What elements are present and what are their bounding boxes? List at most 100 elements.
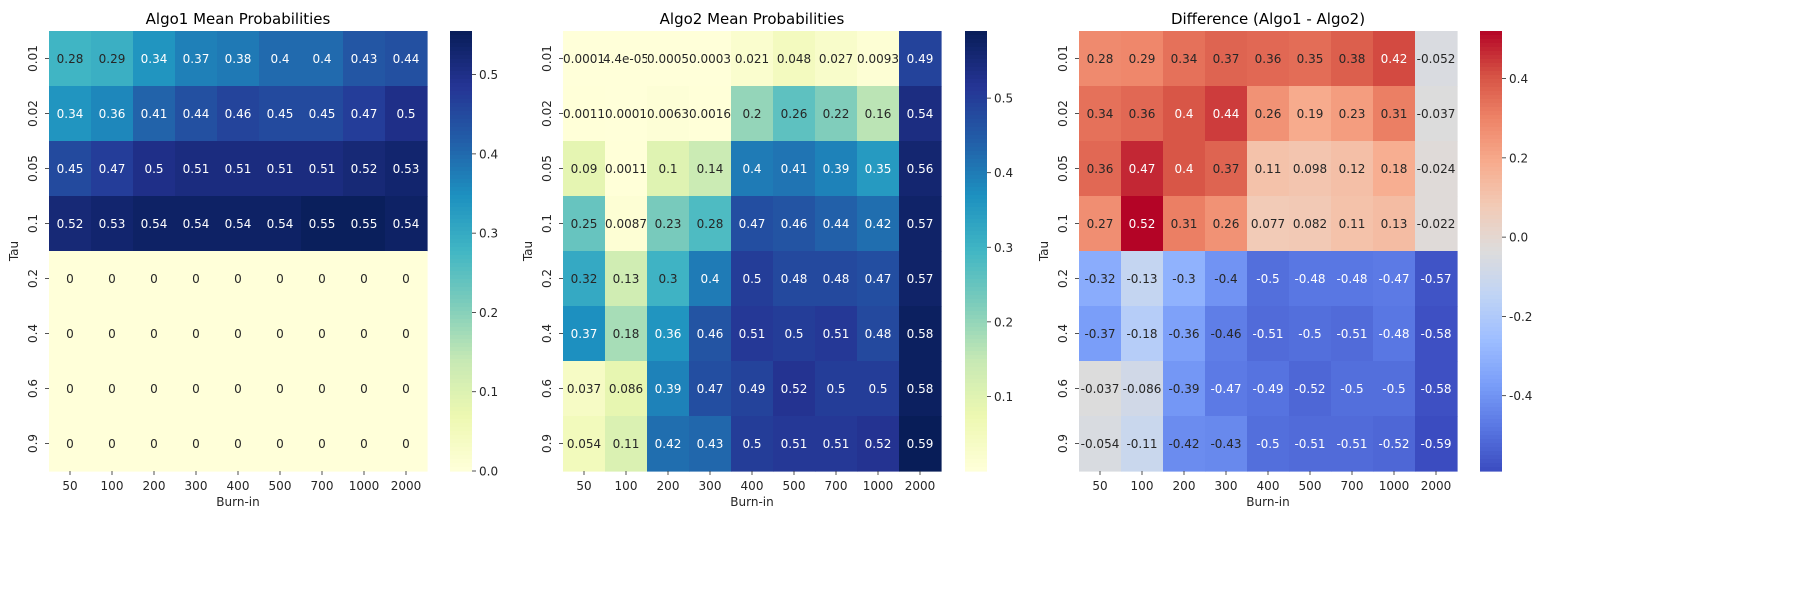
colorbar-segment <box>450 403 472 408</box>
heatmap-cell <box>301 251 344 307</box>
colorbar-segment <box>1480 227 1502 232</box>
cell-value-label: -0.42 <box>1168 437 1199 451</box>
colorbar-segment <box>450 231 472 236</box>
colorbar-segment <box>1480 379 1502 384</box>
colorbar-segment <box>450 291 472 296</box>
heatmap-cell <box>1415 306 1458 362</box>
cell-value-label: 0.23 <box>655 217 682 231</box>
heatmap-cell <box>1163 196 1206 252</box>
heatmap-cell <box>815 416 858 472</box>
x-tick-label: 500 <box>1299 479 1322 493</box>
colorbar-segment <box>1480 375 1502 380</box>
heatmap-cell <box>175 361 218 417</box>
colorbar-segment <box>450 351 472 356</box>
colorbar-segment <box>1480 127 1502 132</box>
colorbar-segment <box>1480 243 1502 248</box>
heatmap-cell <box>815 251 858 307</box>
cell-value-label: 0.54 <box>267 217 294 231</box>
colorbar-segment <box>450 311 472 316</box>
cell-value-label: 0.0001 <box>563 52 605 66</box>
cell-value-label: 0.4 <box>1174 162 1193 176</box>
x-tick-label: 50 <box>576 479 591 493</box>
heatmap-cell <box>1289 251 1332 307</box>
colorbar-segment <box>1480 287 1502 292</box>
heatmap-cell <box>1121 31 1164 87</box>
cell-value-label: 0.5 <box>868 382 887 396</box>
heatmap-cell <box>689 306 732 362</box>
colorbar-segment <box>450 123 472 128</box>
cell-value-label: 0.4 <box>742 162 761 176</box>
colorbar-segment <box>450 303 472 308</box>
cell-value-label: 0 <box>234 272 242 286</box>
cell-value-label: 0.0063 <box>647 107 689 121</box>
colorbar-segment <box>450 271 472 276</box>
heatmap-cell <box>647 86 690 142</box>
colorbar-segment <box>1480 271 1502 276</box>
heatmap-cell <box>175 196 218 252</box>
cell-value-label: 0 <box>192 437 200 451</box>
cell-value-label: -0.52 <box>1378 437 1409 451</box>
cell-value-label: 0.4 <box>1174 107 1193 121</box>
colorbar-segment <box>1480 35 1502 40</box>
cell-value-label: 0 <box>66 272 74 286</box>
cell-value-label: 0.48 <box>865 327 892 341</box>
colorbar-segment <box>965 379 987 384</box>
colorbar-segment <box>1480 199 1502 204</box>
heatmap-cell <box>1289 361 1332 417</box>
cell-value-label: 0.57 <box>907 272 934 286</box>
heatmap-cell <box>1079 141 1122 197</box>
heatmap-cell <box>1079 361 1122 417</box>
colorbar-segment <box>1480 259 1502 264</box>
chart-title: Algo2 Mean Probabilities <box>660 10 845 28</box>
cell-value-label: 0.26 <box>1213 217 1240 231</box>
colorbar-segment <box>450 151 472 156</box>
colorbar-segment <box>1480 291 1502 296</box>
heatmap-cell <box>1079 196 1122 252</box>
colorbar-segment <box>450 243 472 248</box>
cell-value-label: 0.43 <box>697 437 724 451</box>
colorbar-segment <box>450 83 472 88</box>
colorbar-segment <box>965 39 987 44</box>
heatmap-cell <box>259 251 302 307</box>
colorbar-segment <box>965 443 987 448</box>
heatmap-cell <box>385 31 428 87</box>
colorbar-segment <box>965 323 987 328</box>
heatmap-cell <box>91 416 134 472</box>
heatmap-cell <box>301 196 344 252</box>
cell-value-label: 0.51 <box>739 327 766 341</box>
heatmap-cell <box>301 86 344 142</box>
cell-value-label: 0.027 <box>819 52 853 66</box>
cell-value-label: 0.27 <box>1087 217 1114 231</box>
colorbar-segment <box>450 275 472 280</box>
cell-value-label: 0.51 <box>309 162 336 176</box>
heatmap-cell <box>217 251 260 307</box>
colorbar-segment <box>1480 427 1502 432</box>
colorbar-segment <box>1480 83 1502 88</box>
heatmap-cell <box>605 416 648 472</box>
y-tick-label: 0.6 <box>540 379 554 398</box>
cell-value-label: 0.1 <box>658 162 677 176</box>
colorbar-segment <box>965 459 987 464</box>
heatmap-cell <box>857 416 900 472</box>
heatmap-cell <box>1373 196 1416 252</box>
colorbar-segment <box>1480 91 1502 96</box>
colorbar-segment <box>965 207 987 212</box>
heatmap-cell <box>1373 141 1416 197</box>
x-tick-label: 2000 <box>1421 479 1452 493</box>
colorbar-segment <box>450 419 472 424</box>
heatmap-cell <box>1205 251 1248 307</box>
colorbar-segment <box>450 287 472 292</box>
colorbar-segment <box>965 419 987 424</box>
x-tick-label: 200 <box>143 479 166 493</box>
heatmap-cell <box>343 31 386 87</box>
cell-value-label: 0.16 <box>865 107 892 121</box>
cell-value-label: 0.57 <box>907 217 934 231</box>
colorbar-segment <box>1480 147 1502 152</box>
heatmap-cell <box>1373 361 1416 417</box>
cell-value-label: 0.46 <box>225 107 252 121</box>
cell-value-label: 0.5 <box>784 327 803 341</box>
heatmap-cell <box>563 361 606 417</box>
heatmap-cell <box>815 306 858 362</box>
cell-value-label: -0.51 <box>1294 437 1325 451</box>
colorbar-segment <box>1480 315 1502 320</box>
